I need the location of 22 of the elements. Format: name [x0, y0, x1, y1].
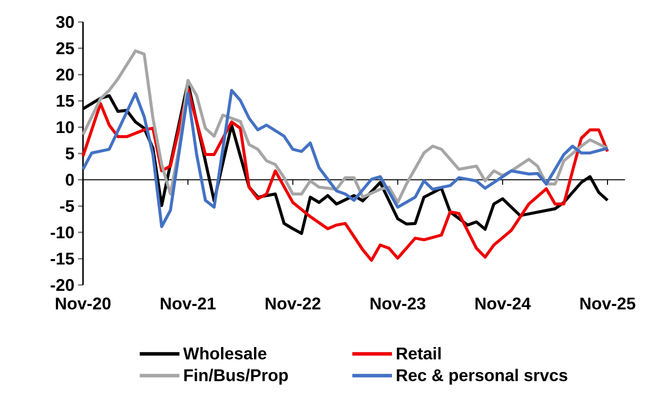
y-tick-label: -15 — [50, 252, 74, 265]
legend-label: Retail — [396, 347, 441, 360]
x-tick-label: Nov-23 — [370, 298, 426, 310]
y-tick-label: 5 — [66, 148, 74, 160]
x-tick-label: Nov-24 — [476, 298, 531, 310]
y-tick-label: 0 — [66, 174, 74, 186]
y-tick-label: -5 — [60, 200, 74, 212]
y-tick-label: 15 — [56, 94, 74, 107]
y-tick-label: 10 — [56, 121, 74, 134]
legend-label: Rec & personal srvcs — [396, 368, 568, 385]
y-tick-label: -20 — [50, 279, 74, 292]
x-tick-label: Nov-22 — [266, 298, 320, 310]
x-tick-label: Nov-20 — [56, 298, 111, 310]
x-tick-label: Nov-25 — [580, 298, 636, 310]
line-series — [82, 87, 610, 262]
x-tick-label: Nov-21 — [160, 298, 216, 310]
legend-label: Wholesale — [183, 347, 266, 360]
y-tick-label: 25 — [56, 42, 74, 54]
y-tick-label: 30 — [56, 16, 74, 28]
legend-label: Fin/Bus/Prop — [184, 368, 288, 385]
y-tick-label: 20 — [56, 68, 74, 81]
y-tick-label: -10 — [50, 226, 74, 238]
